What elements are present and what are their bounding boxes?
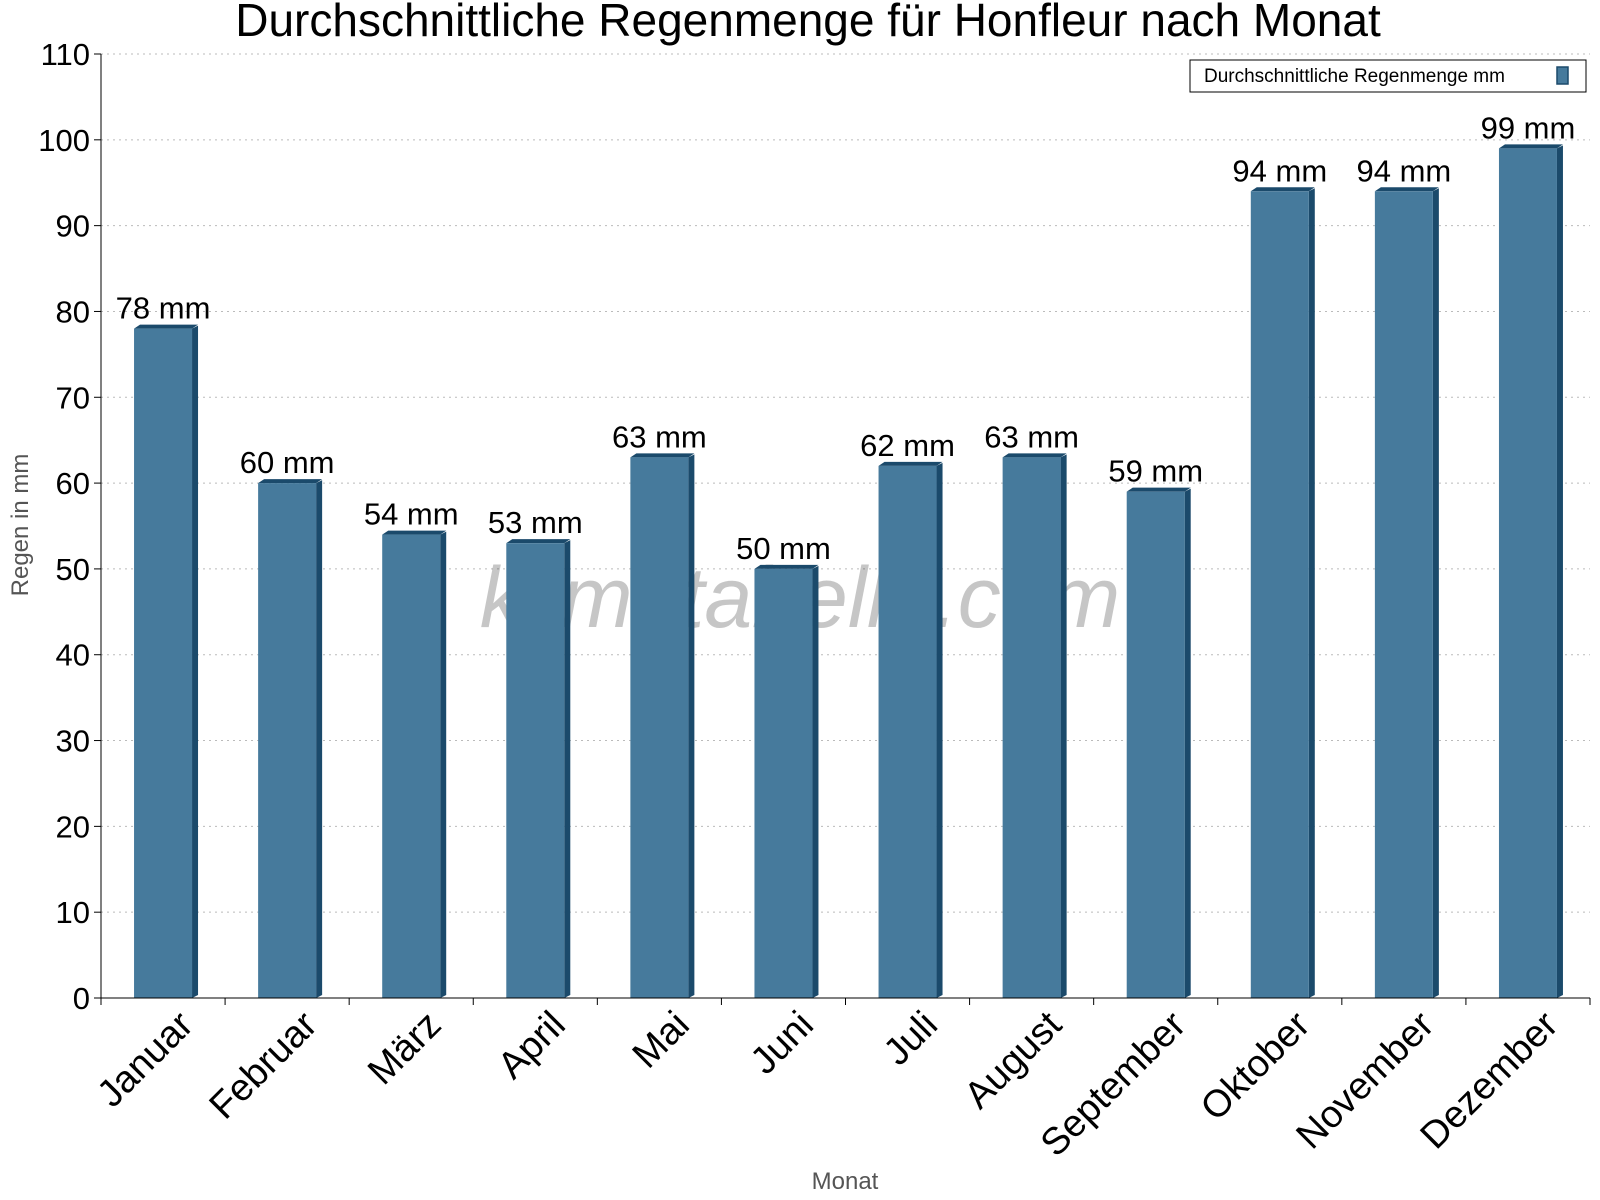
data-label: 94 mm (1232, 153, 1327, 188)
bar-side (936, 462, 943, 999)
bar-side (812, 565, 819, 998)
bar (754, 564, 819, 998)
y-tick-label: 90 (56, 209, 90, 244)
legend-swatch (1556, 66, 1569, 85)
data-label: 54 mm (364, 497, 459, 532)
bar-side (1308, 188, 1315, 999)
gridlines (101, 53, 1590, 913)
bar (506, 539, 571, 998)
bar (1498, 144, 1563, 998)
legend-label: Durchschnittliche Regenmenge mm (1204, 66, 1505, 87)
bar-front (1126, 491, 1185, 998)
bar-side (192, 325, 199, 999)
bar-top (878, 461, 943, 466)
x-tick-label: Oktober (1193, 1003, 1319, 1129)
data-label: 59 mm (1108, 454, 1203, 489)
data-label: 53 mm (488, 505, 583, 540)
bar-front (878, 465, 937, 999)
bar-side (1556, 145, 1563, 998)
data-labels: 78 mm 60 mm 54 mm 53 mm 63 mm 50 mm 62 mm 63 mm… (116, 110, 1576, 566)
bar-front (1498, 148, 1557, 998)
bar (1002, 453, 1067, 998)
x-axis-title: Monat (812, 1168, 879, 1195)
data-label: 78 mm (116, 291, 211, 326)
data-label: 63 mm (984, 419, 1079, 454)
bar-top (506, 539, 571, 544)
y-tick-label: 20 (56, 809, 90, 844)
bar-top (630, 453, 695, 458)
bar-front (258, 483, 317, 998)
bar-top (1250, 187, 1315, 192)
y-tick-label: 70 (56, 380, 90, 415)
bar-front (1250, 191, 1309, 999)
bar-front (754, 568, 813, 998)
bar-front (134, 328, 193, 999)
bar-top (1374, 187, 1439, 192)
bar-top (134, 324, 199, 329)
bar (630, 453, 695, 998)
y-tick-label: 100 (38, 123, 90, 158)
bar-side (1060, 454, 1067, 998)
data-label: 50 mm (736, 531, 831, 566)
bar-top (754, 564, 819, 569)
y-tick-label: 110 (41, 37, 90, 72)
chart-title: Durchschnittliche Regenmenge für Honfleu… (235, 0, 1381, 46)
bar-top (258, 479, 323, 484)
y-tick-label: 40 (56, 638, 90, 673)
legend-box (1189, 59, 1587, 93)
bar (1374, 187, 1439, 999)
bar-top (1498, 144, 1563, 149)
bar (878, 461, 943, 999)
x-tick-label: Juli (876, 1004, 946, 1074)
data-label: 94 mm (1357, 153, 1452, 188)
x-tick-label: Februar (202, 1003, 326, 1127)
bar (382, 530, 447, 998)
bar (134, 324, 199, 999)
y-axis-title: Regen in mm (7, 454, 34, 597)
legend: Durchschnittliche Regenmenge mm (1189, 59, 1587, 93)
y-tick-label: 30 (56, 724, 90, 759)
x-tick-label: August (957, 1003, 1071, 1117)
bars (134, 144, 1563, 999)
y-tick-label: 10 (56, 895, 90, 930)
bar-front (1374, 191, 1433, 999)
bar-top (382, 530, 447, 535)
bar-front (630, 457, 689, 998)
x-tick-label: März (360, 1004, 449, 1093)
y-tick-label: 80 (56, 294, 90, 329)
data-label: 60 mm (240, 445, 335, 480)
y-tick-label: 60 (56, 466, 90, 501)
bar-front (382, 534, 441, 998)
data-label: 62 mm (860, 428, 955, 463)
x-tick-label: Januar (90, 1003, 202, 1115)
bar (258, 479, 323, 998)
bar-side (316, 480, 323, 998)
bar (1126, 487, 1191, 998)
data-label: 63 mm (612, 419, 707, 454)
bar-front (1002, 457, 1061, 998)
bar-top (1002, 453, 1067, 458)
x-tick-label: Juni (743, 1004, 822, 1083)
x-tick-label: April (490, 1004, 573, 1087)
bar-side (688, 454, 695, 998)
data-label: 99 mm (1481, 110, 1576, 145)
bar-side (1432, 188, 1439, 999)
bar-top (1126, 487, 1191, 492)
x-tick-label: Dezember (1413, 1003, 1567, 1157)
y-tick-label: 0 (73, 981, 90, 1016)
bar-side (440, 531, 447, 998)
y-tick-label: 50 (56, 552, 90, 587)
x-tick-label: Mai (625, 1004, 698, 1077)
bar-side (564, 540, 571, 998)
bar (1250, 187, 1315, 999)
bar-front (506, 543, 565, 998)
bar-side (1184, 488, 1191, 998)
